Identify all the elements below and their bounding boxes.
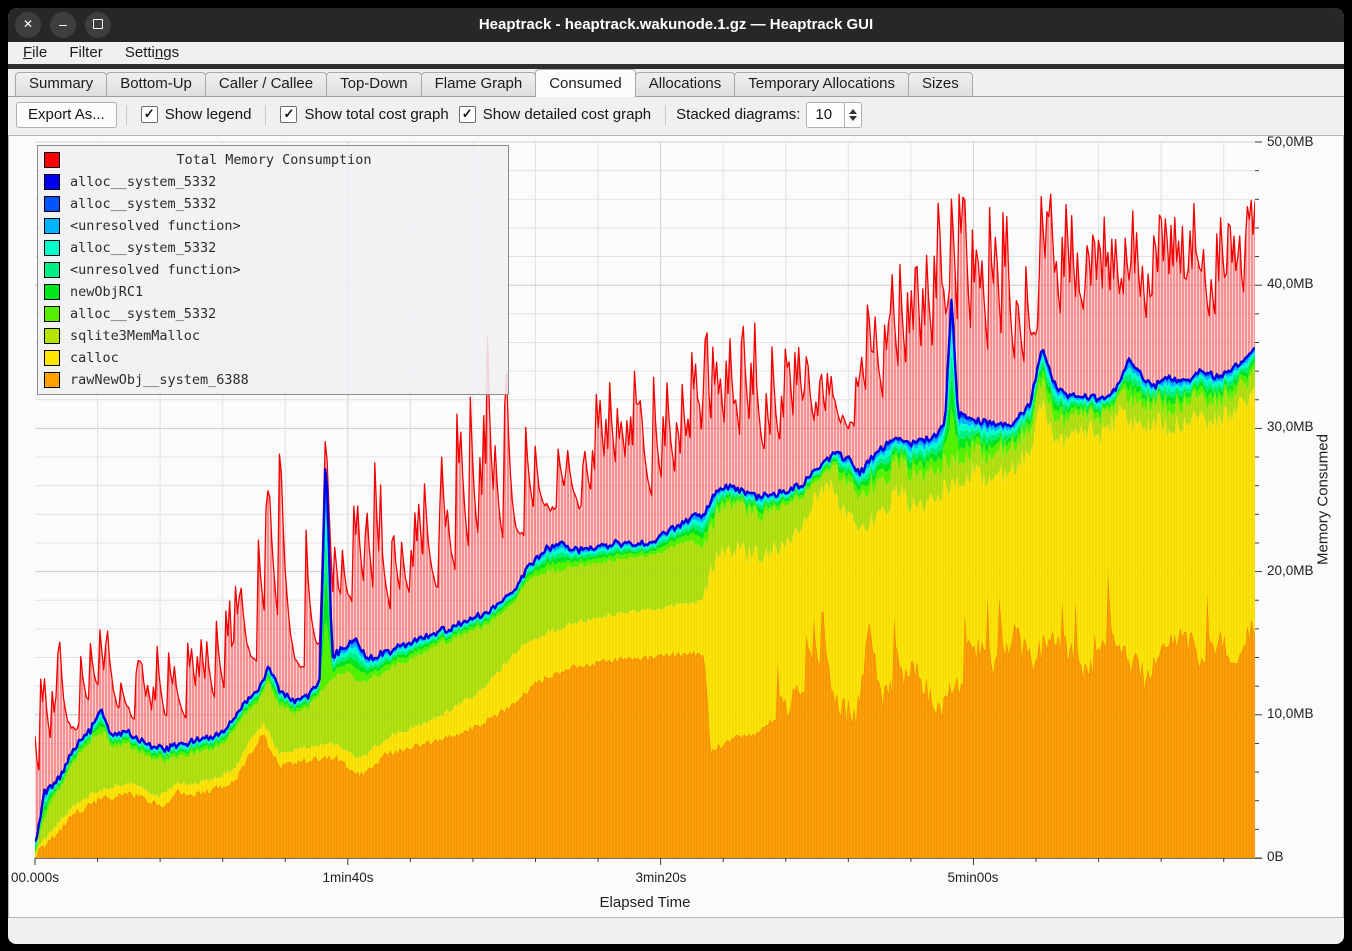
legend-title-row: Total Memory Consumption	[38, 149, 508, 171]
tab-sizes[interactable]: Sizes	[908, 72, 973, 96]
chart-legend: Total Memory Consumption alloc__system_5…	[37, 145, 509, 395]
legend-label: rawNewObj__system_6388	[70, 372, 249, 388]
chart-panel: Total Memory Consumption alloc__system_5…	[8, 134, 1344, 918]
legend-item: alloc__system_5332	[38, 303, 508, 325]
y-tick-label: 50,0MB	[1267, 134, 1314, 149]
toolbar-separator	[265, 104, 267, 125]
legend-item: rawNewObj__system_6388	[38, 369, 508, 391]
legend-label: <unresolved function>	[70, 218, 241, 234]
x-axis-title: Elapsed Time	[599, 894, 691, 911]
legend-swatch	[44, 262, 60, 278]
legend-label: calloc	[70, 350, 119, 366]
toolbar-separator	[665, 104, 667, 125]
tab-bottom-up[interactable]: Bottom-Up	[106, 72, 206, 96]
maximize-icon	[93, 19, 103, 29]
minimize-icon: –	[59, 16, 67, 32]
tab-baseline	[8, 96, 1344, 97]
y-tick-label: 20,0MB	[1267, 563, 1314, 578]
menu-bar: File Filter Settings	[8, 42, 1344, 64]
legend-label: alloc__system_5332	[70, 196, 217, 212]
titlebar-separator	[8, 64, 1344, 69]
checkbox-check-icon: ✓	[140, 106, 158, 123]
legend-label: alloc__system_5332	[70, 306, 217, 322]
x-tick-label: 1min40s	[322, 870, 374, 885]
legend-swatch	[44, 174, 60, 190]
close-icon: ✕	[22, 17, 34, 31]
legend-label: sqlite3MemMalloc	[70, 328, 201, 344]
checkbox-check-icon: ✓	[458, 106, 476, 123]
legend-swatch	[44, 196, 60, 212]
x-tick-label: 00.000s	[10, 870, 60, 885]
tab-summary[interactable]: Summary	[15, 72, 108, 96]
export-as-button[interactable]: Export As...	[16, 101, 117, 128]
checkbox-show-total-cost-graph[interactable]: ✓ Show total cost graph	[280, 106, 449, 123]
legend-swatch	[44, 350, 60, 366]
stacked-diagrams-spinbox[interactable]: 10	[806, 101, 863, 128]
legend-swatch-total	[44, 152, 60, 168]
tab-bar: Summary Bottom-Up Caller / Callee Top-Do…	[8, 69, 1344, 97]
tab-temporary-allocations[interactable]: Temporary Allocations	[734, 72, 910, 96]
checkbox-label: Show detailed cost graph	[482, 106, 652, 123]
y-tick-label: 10,0MB	[1267, 706, 1314, 721]
tab-allocations[interactable]: Allocations	[634, 72, 736, 96]
legend-item: sqlite3MemMalloc	[38, 325, 508, 347]
app-window: ✕ – Heaptrack - heaptrack.wakunode.1.gz …	[8, 8, 1344, 944]
legend-swatch	[44, 306, 60, 322]
legend-swatch	[44, 328, 60, 344]
memory-consumption-chart[interactable]	[9, 136, 1343, 917]
menu-settings[interactable]: Settings	[124, 44, 180, 61]
legend-item: calloc	[38, 347, 508, 369]
legend-label: <unresolved function>	[70, 262, 241, 278]
window-title: Heaptrack - heaptrack.wakunode.1.gz — He…	[478, 16, 874, 33]
x-tick-label: 5min00s	[947, 870, 999, 885]
checkbox-show-detailed-cost-graph[interactable]: ✓ Show detailed cost graph	[458, 106, 652, 123]
tab-consumed[interactable]: Consumed	[535, 69, 636, 97]
legend-swatch	[44, 372, 60, 388]
x-tick-label: 3min20s	[635, 870, 687, 885]
tab-top-down[interactable]: Top-Down	[326, 72, 422, 96]
legend-swatch	[44, 218, 60, 234]
y-tick-label: 0B	[1267, 849, 1284, 864]
checkbox-check-icon: ✓	[280, 106, 298, 123]
menu-filter[interactable]: Filter	[69, 44, 103, 61]
legend-swatch	[44, 284, 60, 300]
y-tick-label: 40,0MB	[1267, 276, 1314, 291]
spinbox-value[interactable]: 10	[806, 101, 845, 128]
minimize-button[interactable]: –	[50, 12, 76, 38]
legend-item: <unresolved function>	[38, 259, 508, 281]
toolbar-separator	[125, 104, 127, 125]
legend-label: alloc__system_5332	[70, 240, 217, 256]
spin-down-icon[interactable]	[849, 115, 858, 121]
legend-swatch	[44, 240, 60, 256]
legend-item: alloc__system_5332	[38, 193, 508, 215]
close-button[interactable]: ✕	[15, 12, 41, 38]
legend-item: <unresolved function>	[38, 215, 508, 237]
legend-item: alloc__system_5332	[38, 171, 508, 193]
checkbox-label: Show legend	[164, 106, 252, 123]
maximize-button[interactable]	[85, 12, 111, 38]
spinbox-buttons	[844, 101, 863, 128]
tab-flame-graph[interactable]: Flame Graph	[420, 72, 537, 96]
y-tick-label: 30,0MB	[1267, 419, 1314, 434]
stacked-diagrams-label: Stacked diagrams:	[676, 106, 801, 123]
legend-item: alloc__system_5332	[38, 237, 508, 259]
legend-item: newObjRC1	[38, 281, 508, 303]
toolbar: Export As... ✓ Show legend ✓ Show total …	[8, 97, 1344, 132]
titlebar: ✕ – Heaptrack - heaptrack.wakunode.1.gz …	[8, 8, 1344, 42]
menu-file[interactable]: File	[23, 44, 48, 61]
y-axis-title: Memory Consumed	[1314, 434, 1332, 565]
legend-label: alloc__system_5332	[70, 174, 217, 190]
tab-caller-callee[interactable]: Caller / Callee	[204, 72, 328, 96]
checkbox-show-legend[interactable]: ✓ Show legend	[140, 106, 252, 123]
spin-up-icon[interactable]	[849, 108, 858, 114]
legend-label: newObjRC1	[70, 284, 144, 300]
legend-title: Total Memory Consumption	[176, 152, 372, 168]
checkbox-label: Show total cost graph	[304, 106, 449, 123]
